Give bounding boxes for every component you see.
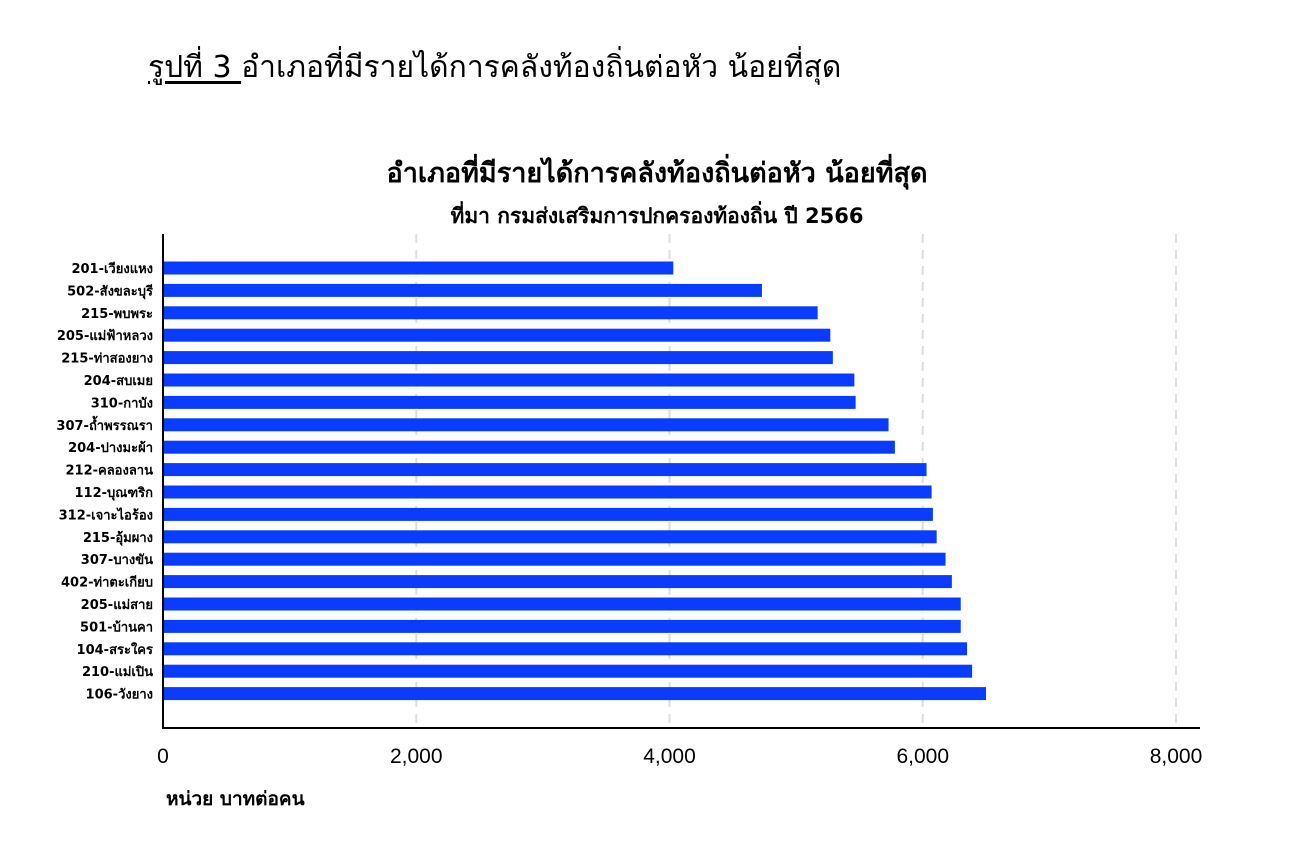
- x-tick-labels: 0 2,000 4,000 6,000 8,000: [157, 745, 1202, 768]
- category-label-11: 312-เจาะไอร้อง: [59, 506, 153, 523]
- axes: [162, 234, 1200, 729]
- x-tick-label-2: 4,000: [643, 745, 696, 768]
- bar-5: [163, 373, 855, 387]
- bar-0: [163, 261, 674, 275]
- category-label-13: 307-บางขัน: [81, 553, 153, 568]
- category-label-12: 215-อุ้มผาง: [83, 530, 153, 546]
- bar-3: [163, 328, 831, 342]
- category-label-4: 215-ท่าสองยาง: [61, 352, 153, 367]
- bar-12: [163, 530, 937, 544]
- bar-11: [163, 507, 933, 521]
- bar-15: [163, 597, 961, 611]
- category-label-1: 502-สังขละบุรี: [67, 283, 153, 299]
- category-label-7: 307-ถ้ำพรรณรา: [56, 415, 153, 434]
- bar-7: [163, 418, 889, 432]
- category-label-6: 310-กาบัง: [91, 396, 153, 411]
- bar-9: [163, 463, 927, 477]
- figure-caption-text: อำเภอที่มีรายได้การคลังท้องถิ่นต่อหัว น้…: [241, 50, 842, 85]
- x-tick-label-0: 0: [157, 745, 169, 768]
- bar-13: [163, 552, 946, 566]
- bar-18: [163, 664, 973, 678]
- bar-10: [163, 485, 932, 499]
- category-label-10: 112-บุณฑริก: [75, 486, 154, 501]
- bars: [163, 261, 987, 701]
- chart-subtitle: ที่มา กรมส่งเสริมการปกครองท้องถิ่น ปี 25…: [450, 204, 864, 228]
- category-label-17: 104-สระใคร: [77, 641, 153, 658]
- bar-8: [163, 440, 895, 454]
- category-label-19: 106-วังยาง: [86, 688, 153, 703]
- bar-14: [163, 575, 952, 589]
- bar-17: [163, 642, 968, 656]
- x-axis-label: หน่วย บาทต่อคน: [166, 788, 305, 810]
- category-labels: 201-เวียงแหง 502-สังขละบุรี 215-พบพระ 205-แ…: [56, 261, 153, 703]
- category-label-0: 201-เวียงแหง: [71, 261, 153, 277]
- category-label-5: 204-สบเมย: [84, 374, 153, 389]
- x-tick-label-4: 8,000: [1150, 745, 1203, 768]
- category-label-9: 212-คลองลาน: [65, 464, 153, 479]
- bar-2: [163, 306, 818, 320]
- chart-title: อำเภอที่มีรายได้การคลังท้องถิ่นต่อหัว น้…: [386, 158, 928, 189]
- bar-6: [163, 395, 856, 409]
- category-label-2: 215-พบพระ: [81, 307, 153, 322]
- category-label-15: 205-แม่สาย: [81, 598, 153, 613]
- category-label-18: 210-แม่เปิน: [82, 665, 153, 680]
- figure-number: รูปที่ 3: [148, 50, 242, 85]
- category-label-14: 402-ท่าตะเกียบ: [61, 575, 153, 591]
- bar-4: [163, 351, 833, 365]
- category-label-16: 501-บ้านคา: [80, 619, 153, 635]
- figure-caption: รูปที่ 3 อำเภอที่มีรายได้การคลังท้องถิ่น…: [148, 48, 841, 88]
- x-tick-label-3: 6,000: [896, 745, 949, 768]
- category-label-3: 205-แม่ฟ้าหลวง: [57, 328, 153, 344]
- bar-1: [163, 283, 762, 297]
- bar-16: [163, 619, 961, 633]
- category-label-8: 204-ปางมะผ้า: [68, 440, 153, 456]
- x-tick-label-1: 2,000: [390, 745, 443, 768]
- bar-19: [163, 687, 987, 701]
